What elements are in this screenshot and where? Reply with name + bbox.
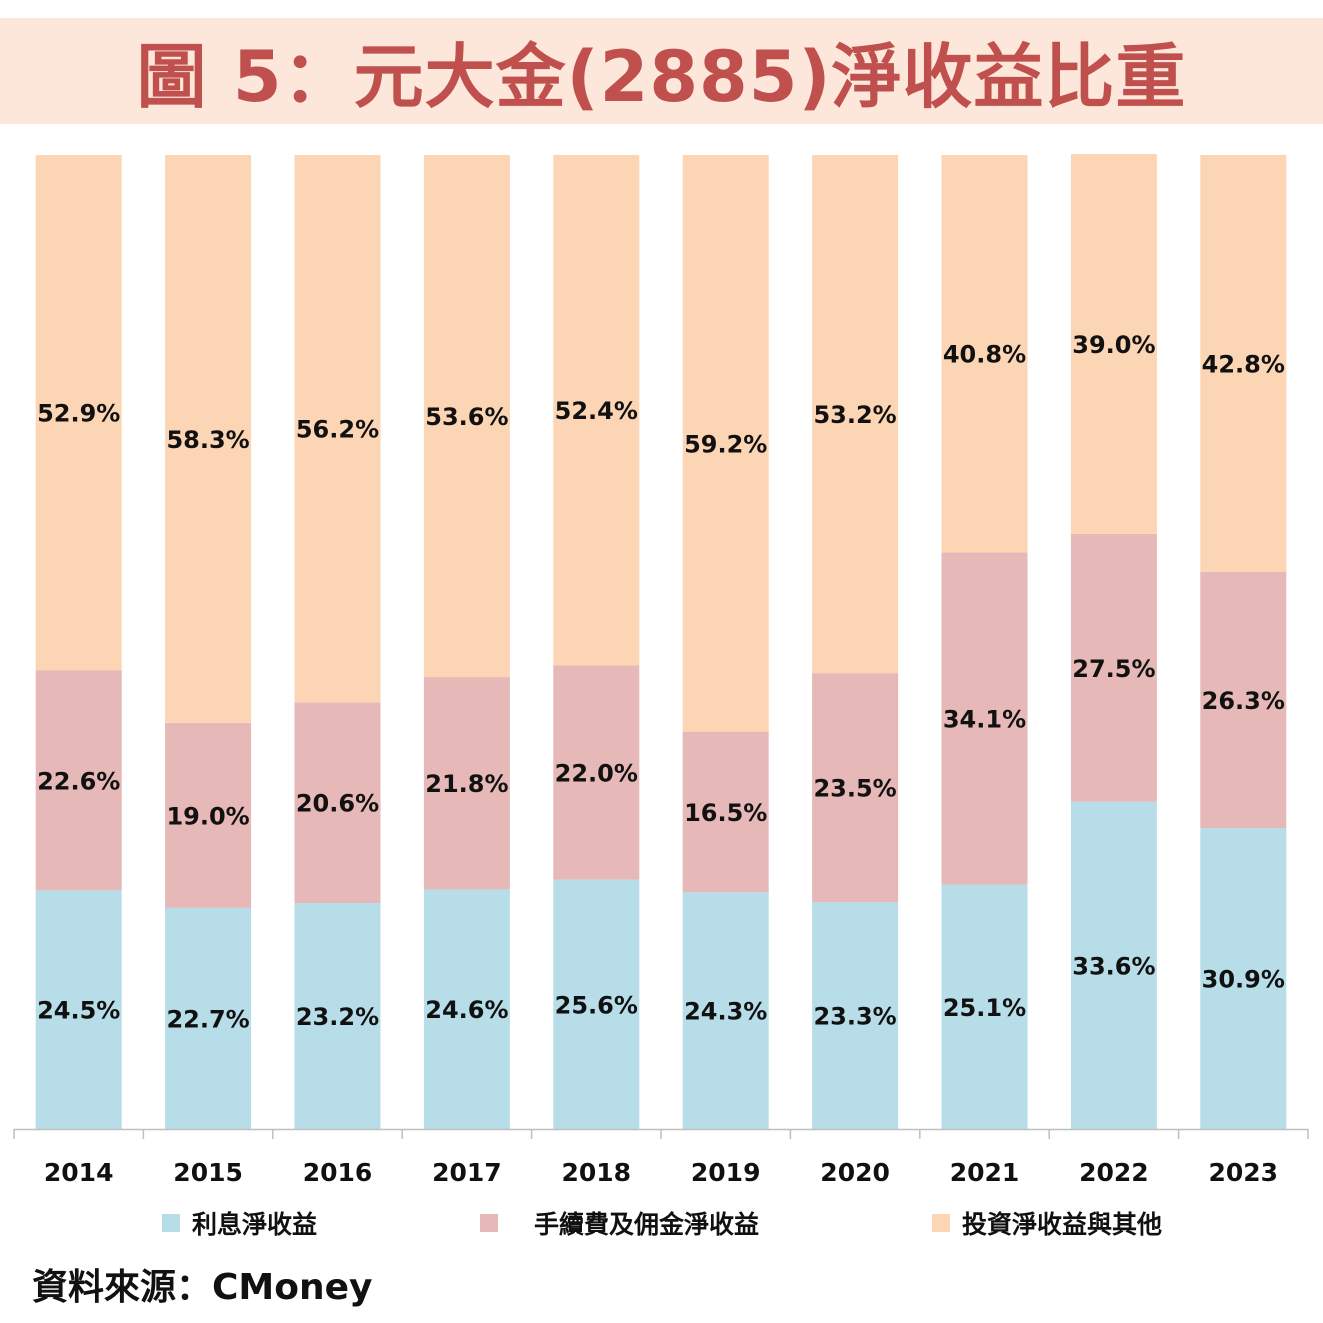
chart-title: 圖 5：元大金(2885)淨收益比重: [136, 35, 1187, 118]
bar-segment: [1200, 828, 1287, 1129]
bar-segment: [1070, 154, 1157, 534]
bar-segment: [35, 890, 122, 1129]
data-label: 26.3%: [1202, 687, 1285, 715]
bar-segment: [1200, 155, 1287, 572]
data-label: 56.2%: [296, 416, 379, 444]
data-label: 21.8%: [425, 770, 508, 798]
data-label: 58.3%: [166, 426, 249, 454]
bar-segment: [941, 552, 1028, 885]
data-label: 40.8%: [943, 341, 1026, 369]
data-label: 24.3%: [684, 998, 767, 1026]
x-tick-label: 2023: [1209, 1158, 1279, 1187]
bar-segment: [812, 155, 899, 674]
legend-label-fee: 手續費及佣金淨收益: [534, 1210, 760, 1239]
bar-segment: [35, 670, 122, 891]
bar-segment: [812, 902, 899, 1129]
data-label: 19.0%: [166, 802, 249, 830]
data-label: 30.9%: [1202, 966, 1285, 994]
bar-segment: [682, 155, 769, 732]
data-label: 39.0%: [1072, 331, 1155, 359]
data-label: 33.6%: [1072, 952, 1155, 980]
legend-swatch-interest: [162, 1214, 180, 1232]
legend-label-interest: 利息淨收益: [192, 1210, 318, 1239]
bar-segment: [1070, 533, 1157, 802]
data-label: 52.4%: [555, 397, 638, 425]
stacked-bar-chart: 24.5% 22.6% 52.9% 2014 22.7% 19.0% 58.3% 2015 23…: [13, 154, 1309, 1187]
bar-segment: [294, 702, 381, 904]
bar-segment: [165, 155, 252, 723]
data-label: 59.2%: [684, 430, 767, 458]
data-label: 22.6%: [37, 767, 120, 795]
legend-item-interest: 利息淨收益: [162, 1205, 317, 1241]
bar-segment: [1200, 571, 1287, 829]
legend-label-investment: 投資淨收益與其他: [962, 1210, 1163, 1239]
bar-segment: [165, 722, 252, 908]
data-label: 20.6%: [296, 790, 379, 818]
x-tick-label: 2018: [562, 1158, 632, 1187]
data-label: 34.1%: [943, 705, 1026, 733]
x-tick-label: 2014: [44, 1158, 114, 1187]
bar-segment: [941, 155, 1028, 553]
x-tick-label: 2016: [303, 1158, 373, 1187]
data-label: 23.2%: [296, 1003, 379, 1031]
bar-segment: [423, 677, 510, 890]
data-label: 25.1%: [943, 994, 1026, 1022]
bar-segment: [941, 884, 1028, 1129]
bar-segment: [812, 673, 899, 903]
data-label: 22.0%: [555, 760, 638, 788]
data-label: 27.5%: [1072, 655, 1155, 683]
bar-segment: [294, 903, 381, 1129]
data-label: 23.3%: [813, 1003, 896, 1031]
bar-segment: [553, 879, 640, 1129]
legend-item-fee: 手續費及佣金淨收益: [480, 1205, 759, 1241]
bar-segment: [682, 892, 769, 1129]
bar-segment: [423, 155, 510, 678]
source-note: 資料來源：CMoney: [32, 1267, 373, 1308]
data-label: 24.5%: [37, 997, 120, 1025]
bar-segment: [553, 665, 640, 880]
bar-segment: [165, 907, 252, 1129]
bar-segment: [423, 889, 510, 1129]
legend-swatch-fee: [480, 1214, 498, 1232]
legend-swatch-investment: [932, 1214, 950, 1232]
bar-segment: [1070, 801, 1157, 1129]
data-label: 25.6%: [555, 991, 638, 1019]
title-banner: 圖 5：元大金(2885)淨收益比重: [0, 18, 1323, 124]
legend: 利息淨收益 手續費及佣金淨收益 投資淨收益與其他: [0, 1205, 1323, 1239]
data-label: 53.6%: [425, 403, 508, 431]
legend-item-investment: 投資淨收益與其他: [932, 1205, 1162, 1241]
data-label: 16.5%: [684, 799, 767, 827]
bar-segment: [682, 731, 769, 893]
data-label: 52.9%: [37, 400, 120, 428]
bar-segment: [294, 155, 381, 703]
data-label: 53.2%: [813, 401, 896, 429]
data-label: 24.6%: [425, 996, 508, 1024]
data-label: 22.7%: [166, 1005, 249, 1033]
x-tick-label: 2015: [173, 1158, 243, 1187]
x-tick-label: 2019: [691, 1158, 761, 1187]
x-tick-label: 2017: [432, 1158, 502, 1187]
x-tick-label: 2022: [1079, 1158, 1149, 1187]
bar-segment: [553, 155, 640, 666]
data-label: 42.8%: [1202, 350, 1285, 378]
data-label: 23.5%: [813, 775, 896, 803]
x-tick-label: 2020: [820, 1158, 890, 1187]
x-tick-label: 2021: [950, 1158, 1020, 1187]
bar-segment: [35, 155, 122, 671]
